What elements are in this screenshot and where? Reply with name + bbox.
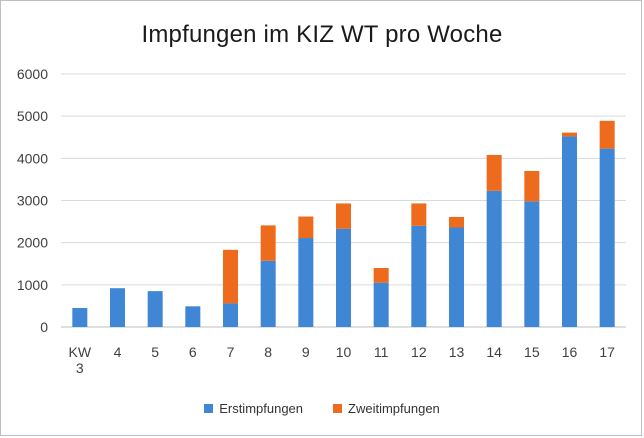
bar-erstimpfungen-2 [147,291,163,327]
bar-erstimpfungen-10 [449,227,464,327]
y-tick-label: 2000 [17,235,48,251]
chart-title: Impfungen im KIZ WT pro Woche [141,21,503,48]
legend-label-erstimpfungen: Erstimpfungen [219,401,304,416]
bar-zweitimpfungen-12 [524,170,540,202]
x-tick-label: 7 [227,344,235,360]
x-tick-label: 13 [449,344,465,360]
bar-erstimpfungen-13 [562,136,577,327]
bar-erstimpfungen-12 [524,201,540,327]
bar-erstimpfungen-7 [336,228,351,327]
bar-zweitimpfungen-8 [373,267,389,283]
y-tick-label: 0 [40,319,48,335]
x-tick-label: 6 [189,344,197,360]
legend-swatch-zweitimpfungen [333,404,343,413]
bar-zweitimpfungen-7 [336,203,351,229]
bar-erstimpfungen-6 [298,238,314,327]
bar-zweitimpfungen-5 [260,225,276,261]
bar-zweitimpfungen-10 [449,216,464,228]
bar-erstimpfungen-5 [260,260,276,327]
legend-item-erstimpfungen: Erstimpfungen [204,401,303,416]
x-tick-label: 9 [302,344,310,360]
bar-zweitimpfungen-11 [486,154,502,191]
bar-erstimpfungen-4 [223,303,238,327]
x-tick-label: KW 3 [69,344,92,376]
x-tick-label: 12 [411,344,427,360]
y-tick-label: 4000 [17,150,48,166]
bar-zweitimpfungen-6 [298,216,314,239]
legend-item-zweitimpfungen: Zweitimpfungen [333,401,440,416]
bar-erstimpfungen-11 [486,190,502,327]
bar-erstimpfungen-9 [411,225,427,327]
bar-erstimpfungen-1 [110,288,125,327]
x-tick-label: 15 [524,344,540,360]
y-tick-label: 5000 [17,108,48,124]
bar-zweitimpfungen-13 [562,132,577,137]
x-tick-label: 17 [599,344,615,360]
y-tick-label: 1000 [17,277,48,293]
x-tick-label: 5 [151,344,159,360]
legend-label-zweitimpfungen: Zweitimpfungen [348,401,440,416]
y-tick-label: 6000 [17,66,48,82]
x-tick-label: 8 [264,344,272,360]
bar-zweitimpfungen-14 [599,120,615,149]
x-tick-label: 10 [336,344,352,360]
bar-zweitimpfungen-9 [411,203,427,226]
bar-zweitimpfungen-4 [223,249,238,304]
bar-erstimpfungen-14 [599,148,615,327]
bar-erstimpfungen-3 [185,306,201,327]
x-tick-label: 14 [486,344,502,360]
legend-swatch-erstimpfungen [204,404,214,413]
legend: Erstimpfungen Zweitimpfungen [1,401,643,416]
y-tick-label: 3000 [17,193,48,209]
x-tick-label: 16 [562,344,578,360]
bar-erstimpfungen-0 [72,308,88,327]
x-tick-label: 11 [374,344,389,360]
x-tick-label: 4 [114,344,122,360]
bar-erstimpfungen-8 [373,282,389,327]
